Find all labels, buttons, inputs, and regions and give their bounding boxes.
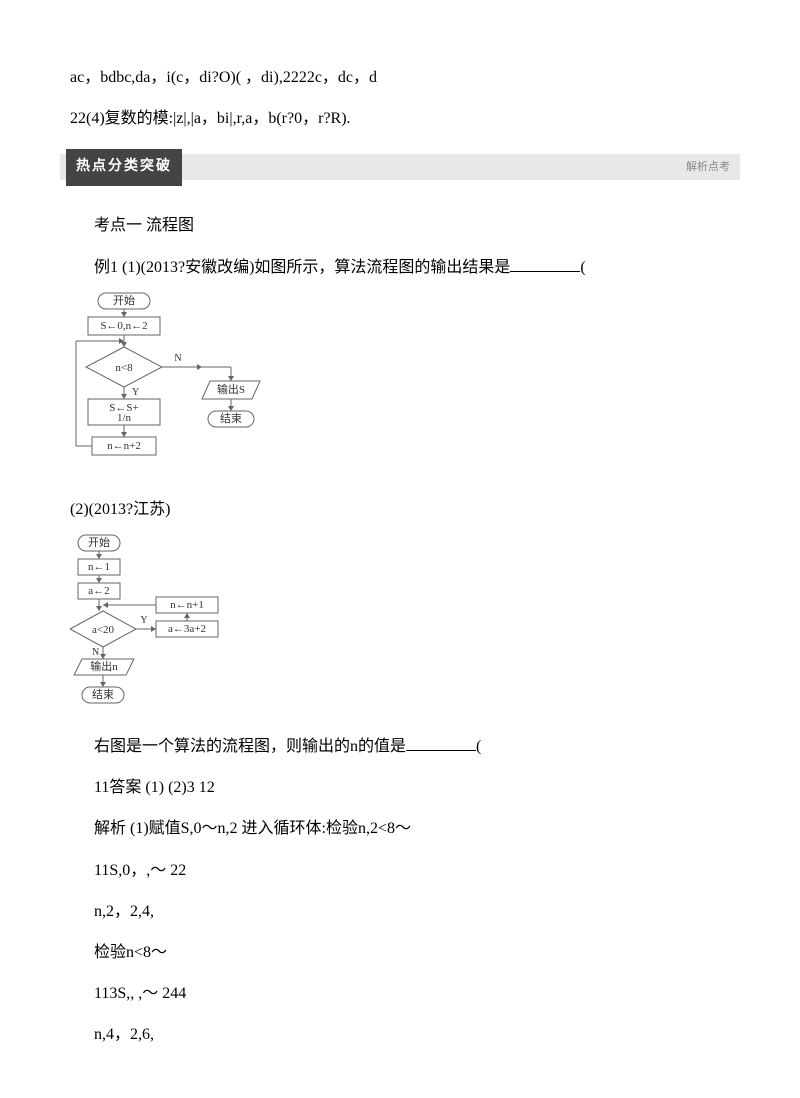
svg-text:n←n+1: n←n+1 [170, 599, 204, 611]
after-tail: ( [476, 738, 481, 755]
example-1-text: 例1 (1)(2013?安徽改编)如图所示，算法流程图的输出结果是 ( [70, 250, 730, 285]
calc-line: n,2，2,4, [70, 894, 730, 929]
blank-line [406, 734, 476, 751]
heading-kaodian: 考点一 流程图 [70, 208, 730, 243]
svg-text:1/n: 1/n [117, 412, 132, 424]
svg-text:N: N [174, 353, 181, 364]
example-2-text: (2)(2013?江苏) [70, 492, 730, 527]
svg-text:结束: 结束 [92, 688, 114, 701]
answer-line: 11答案 (1) (2)3 12 [70, 770, 730, 805]
svg-text:Y: Y [140, 615, 147, 626]
calc-line: 11S,0，,～ 22 [70, 853, 730, 888]
text-line: 22(4)复数的模:|z|,|a，bi|,r,a，b(r?0，r?R). [70, 101, 730, 136]
svg-text:n←n+2: n←n+2 [107, 440, 141, 452]
analysis-line: 解析 (1)赋值S,0～n,2 进入循环体:检验n,2<8～ [70, 811, 730, 846]
after-flow-text: 右图是一个算法的流程图，则输出的n的值是 ( [70, 729, 730, 764]
svg-text:输出n: 输出n [90, 659, 118, 673]
svg-text:a<20: a<20 [92, 624, 115, 636]
svg-text:N: N [92, 647, 99, 658]
calc-line: 检验n<8～ [70, 935, 730, 970]
after-text: 右图是一个算法的流程图，则输出的n的值是 [94, 738, 406, 755]
calc-line: n,4，2,6, [70, 1017, 730, 1052]
ex1-tail: ( [580, 259, 585, 276]
svg-text:S←0,n←2: S←0,n←2 [100, 320, 147, 332]
ex1-text: 例1 (1)(2013?安徽改编)如图所示，算法流程图的输出结果是 [94, 259, 510, 276]
svg-text:结束: 结束 [220, 412, 242, 425]
calc-line: 113S,, ,～ 244 [70, 976, 730, 1011]
svg-text:开始: 开始 [88, 535, 110, 549]
svg-text:n←1: n←1 [88, 561, 110, 573]
svg-text:开始: 开始 [113, 293, 135, 307]
svg-text:a←3a+2: a←3a+2 [168, 623, 206, 635]
svg-text:a←2: a←2 [88, 585, 109, 597]
banner-title: 热点分类突破 [66, 149, 182, 186]
text-line: ac，bdbc,da，i(c，di?O)( ，di),2222c，dc，d [70, 60, 730, 95]
flowchart-2: 开始 n←1 a←2 a<20 Y a←3a+2 n←n+1 [70, 533, 730, 723]
section-banner: 热点分类突破 解析点考 [60, 154, 740, 180]
document-page: ac，bdbc,da，i(c，di?O)( ，di),2222c，dc，d 22… [0, 0, 800, 1098]
svg-text:输出S: 输出S [217, 382, 245, 396]
svg-text:n<8: n<8 [115, 362, 133, 374]
blank-line [510, 255, 580, 272]
flowchart-1: 开始 S←0,n←2 n<8 N 输出S 结束 [70, 291, 730, 486]
banner-tail: 解析点考 [686, 155, 740, 179]
svg-text:Y: Y [132, 387, 139, 398]
